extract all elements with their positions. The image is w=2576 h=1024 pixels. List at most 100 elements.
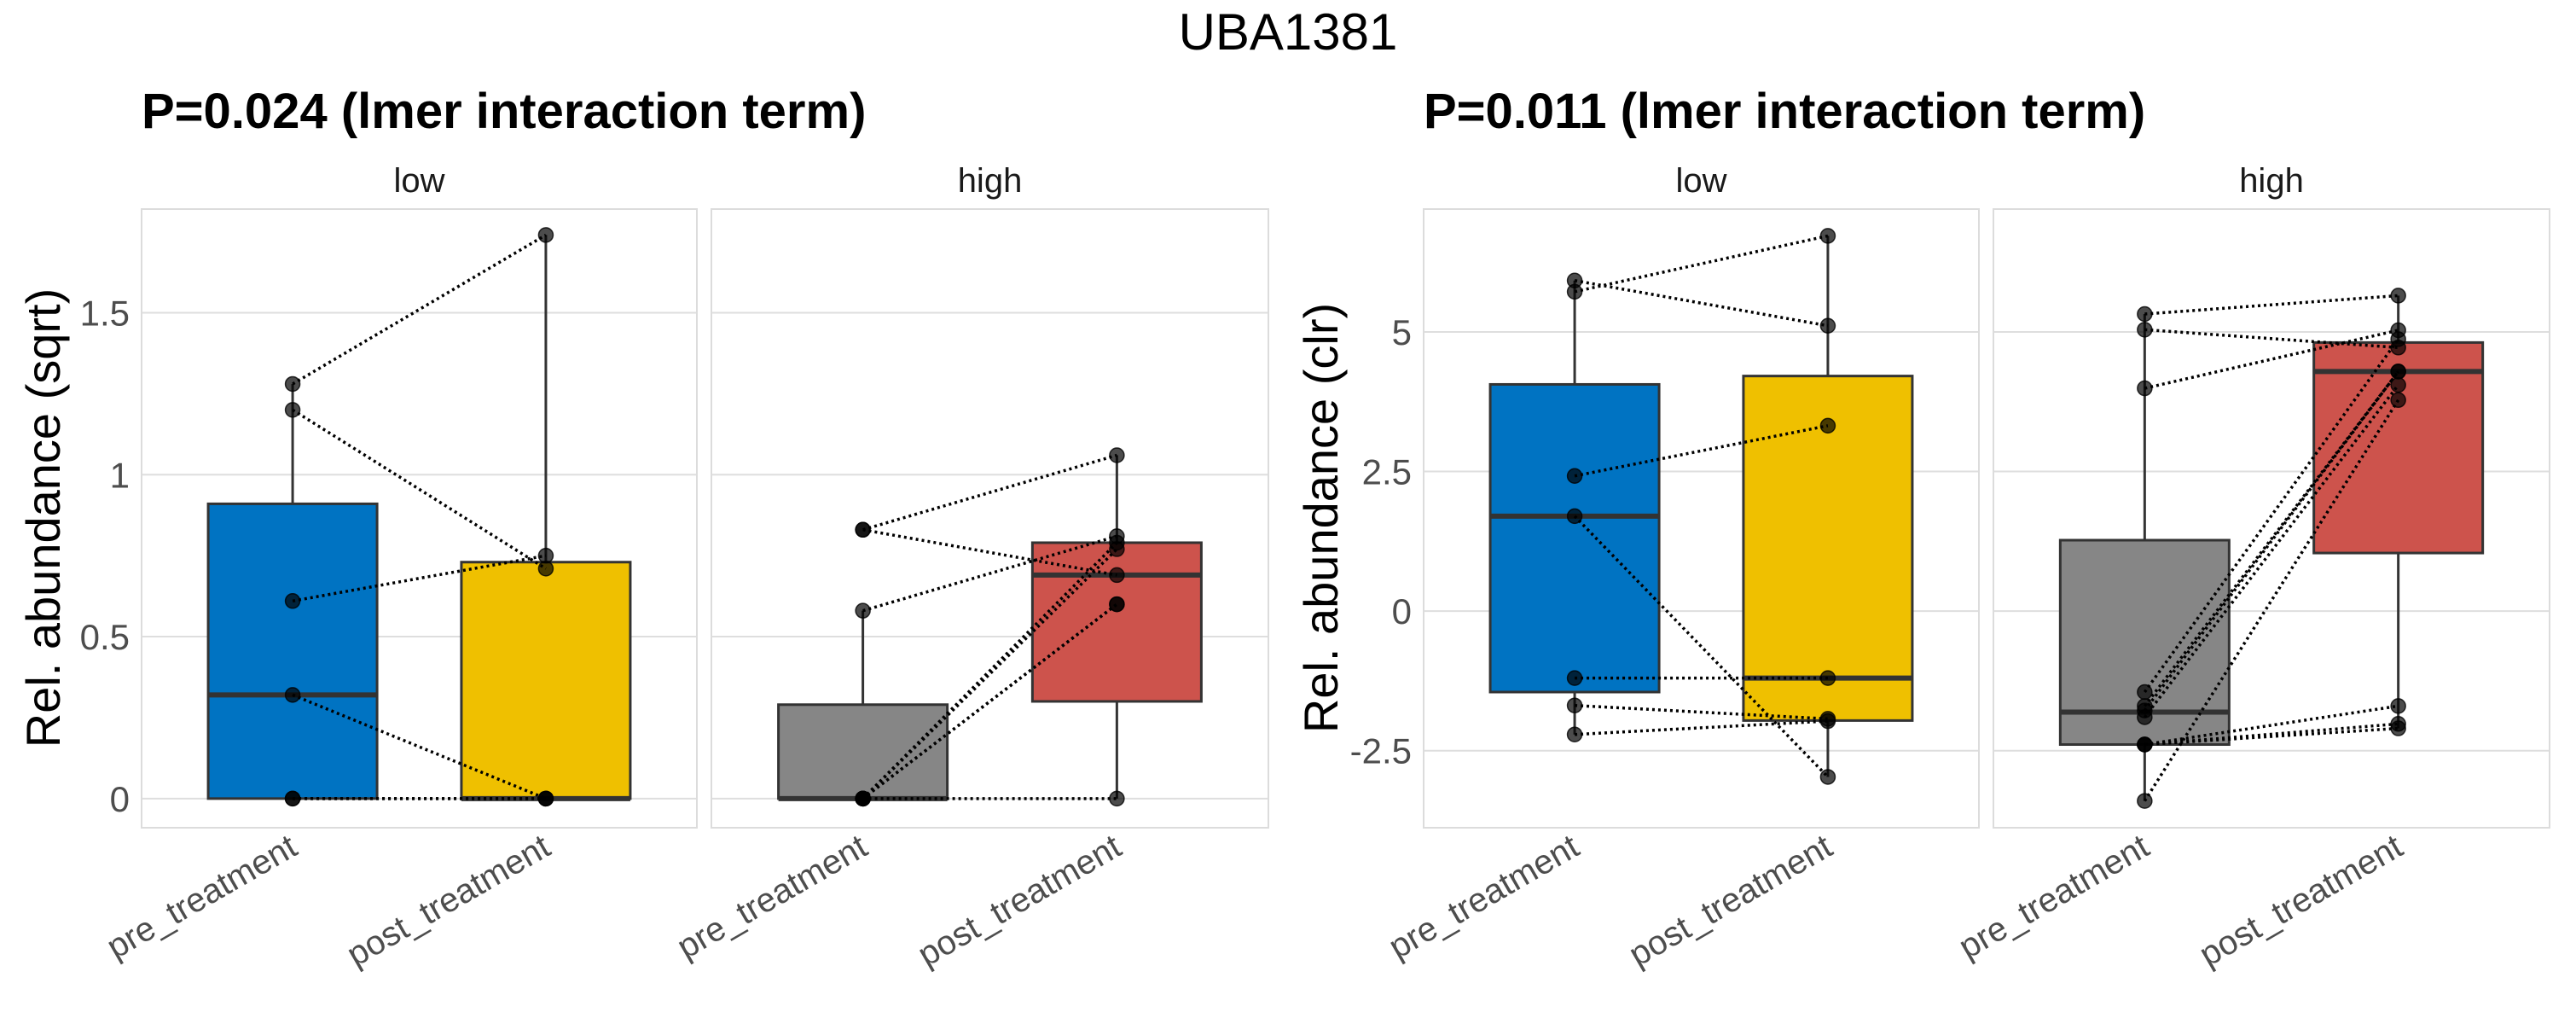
x-tick-label: post_treatment	[912, 828, 1128, 975]
x-tick-label: pre_treatment	[1383, 828, 1586, 967]
paired-line	[1574, 703, 1829, 721]
paired-line	[862, 453, 1117, 532]
paired-line	[2143, 370, 2400, 712]
paired-line	[2144, 329, 2399, 390]
paired-line	[1574, 279, 1829, 328]
data-point-pre	[1566, 508, 1583, 525]
facet-strip-label: low	[393, 162, 444, 200]
data-point-pre	[855, 521, 871, 538]
plot-1-y-axis-title: Rel. abundance (sqrt)	[16, 288, 70, 748]
data-point-post	[1819, 228, 1836, 244]
y-tick-label: 1	[110, 455, 130, 495]
paired-line	[862, 528, 1117, 577]
data-point-post	[1819, 713, 1836, 730]
data-point-pre	[284, 593, 301, 609]
data-point-post	[2390, 698, 2406, 714]
x-tick-label: pre_treatment	[101, 828, 304, 967]
data-point-post	[1109, 567, 1125, 584]
paired-line	[1573, 515, 1830, 778]
data-point-pre	[1566, 670, 1583, 686]
y-tick-label: 0	[1392, 591, 1412, 631]
data-point-pre	[284, 375, 301, 393]
x-tick-label: post_treatment	[340, 828, 556, 975]
box-pre_treatment	[1488, 280, 1661, 735]
y-tick-label: 0.5	[80, 617, 130, 657]
paired-line	[292, 233, 547, 386]
data-point-pre	[1566, 468, 1583, 485]
x-tick-label: pre_treatment	[670, 828, 873, 967]
data-point-pre	[2137, 322, 2153, 338]
data-point-post	[2390, 720, 2406, 736]
box-body	[1030, 541, 1203, 703]
box-post_treatment	[2312, 295, 2485, 729]
paired-line	[2144, 328, 2399, 350]
data-point-pre	[2137, 709, 2153, 725]
data-point-post	[1109, 596, 1125, 613]
plot-1-subtitle: P=0.024 (lmer interaction term)	[142, 84, 866, 139]
data-point-pre	[855, 602, 871, 619]
paired-line	[1574, 424, 1829, 478]
facet-strip-label: high	[958, 162, 1023, 200]
facet-strip-label: low	[1675, 162, 1726, 200]
paired-line	[2143, 384, 2400, 719]
data-point-post	[1109, 447, 1125, 463]
box-post_treatment	[1030, 455, 1203, 799]
chart-title: UBA1381	[1179, 3, 1398, 61]
box-pre_treatment	[777, 610, 949, 801]
data-point-post	[2390, 392, 2406, 409]
data-point-pre	[2137, 305, 2153, 323]
data-point-post	[1109, 790, 1125, 807]
paired-line	[1574, 719, 1829, 736]
paired-line	[292, 408, 547, 570]
paired-line	[292, 693, 547, 800]
box-body	[206, 502, 379, 800]
box-body	[777, 703, 949, 800]
data-point-pre	[2137, 793, 2153, 809]
data-point-pre	[855, 790, 871, 807]
facet-high: high pre_treatment post_treatment	[1952, 162, 2550, 974]
paired-line	[862, 534, 1117, 613]
x-tick-label: post_treatment	[2193, 828, 2409, 975]
panel-border	[711, 208, 1269, 829]
plot-2-subtitle: P=0.011 (lmer interaction term)	[1424, 84, 2145, 139]
facet-low: low pre_treatment post_treatment	[101, 162, 698, 975]
data-point-post	[2390, 288, 2406, 304]
paired-line	[2144, 726, 2399, 747]
y-tick-label: 5	[1392, 312, 1412, 352]
paired-line	[2143, 370, 2400, 707]
panel-border	[1993, 208, 2550, 829]
paired-line	[1574, 234, 1829, 294]
data-point-pre	[2137, 684, 2153, 701]
data-point-pre	[284, 402, 301, 418]
data-point-post	[2390, 331, 2406, 347]
data-point-post	[1819, 670, 1836, 686]
y-tick-label: -2.5	[1350, 731, 1412, 771]
data-point-pre	[284, 687, 301, 703]
box-body	[460, 561, 632, 800]
x-tick-label: post_treatment	[1622, 828, 1838, 975]
data-point-post	[537, 790, 554, 807]
y-tick-label: 1.5	[80, 293, 130, 333]
data-point-pre	[1566, 726, 1583, 742]
data-point-post	[2390, 364, 2406, 380]
data-point-post	[1819, 317, 1836, 335]
paired-line	[2144, 294, 2399, 316]
box-post_treatment	[1742, 236, 1914, 777]
x-tick-label: pre_treatment	[1952, 828, 2155, 967]
data-point-pre	[1566, 697, 1583, 713]
data-point-pre	[1566, 283, 1583, 300]
y-tick-label: 2.5	[1362, 452, 1412, 492]
paired-line	[2143, 399, 2400, 802]
data-point-post	[537, 227, 554, 243]
data-point-post	[1819, 417, 1836, 434]
paired-line	[2144, 704, 2399, 747]
box-post_treatment	[460, 235, 632, 801]
data-point-pre	[284, 790, 301, 807]
facet-high: high pre_treatment post_treatment	[670, 162, 1269, 975]
data-point-post	[1109, 541, 1125, 557]
data-point-post	[537, 547, 554, 564]
